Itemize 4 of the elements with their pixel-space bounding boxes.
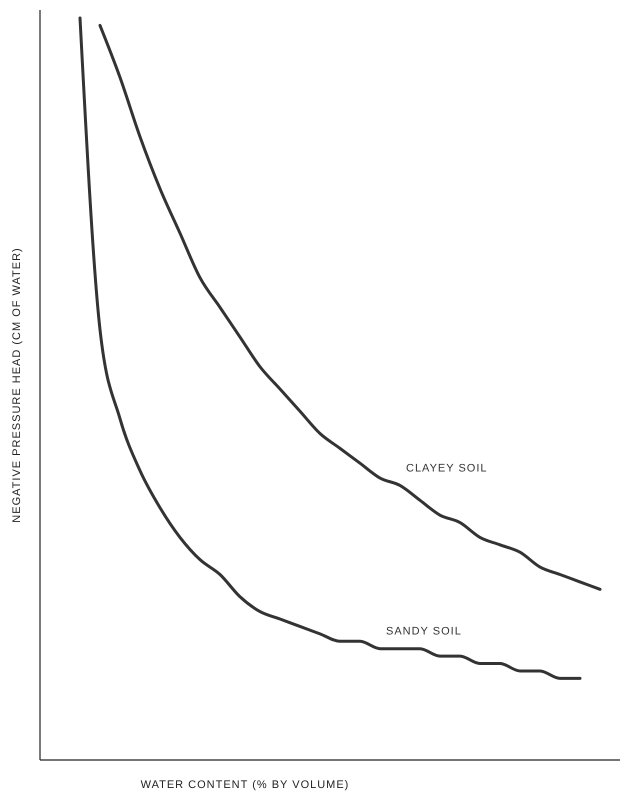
y-axis-title: NEGATIVE PRESSURE HEAD (CM OF WATER) (11, 247, 23, 523)
series-label: CLAYEY SOIL (406, 462, 488, 474)
x-axis-title: WATER CONTENT (% BY VOLUME) (140, 779, 350, 791)
series-label: SANDY SOIL (386, 626, 462, 638)
